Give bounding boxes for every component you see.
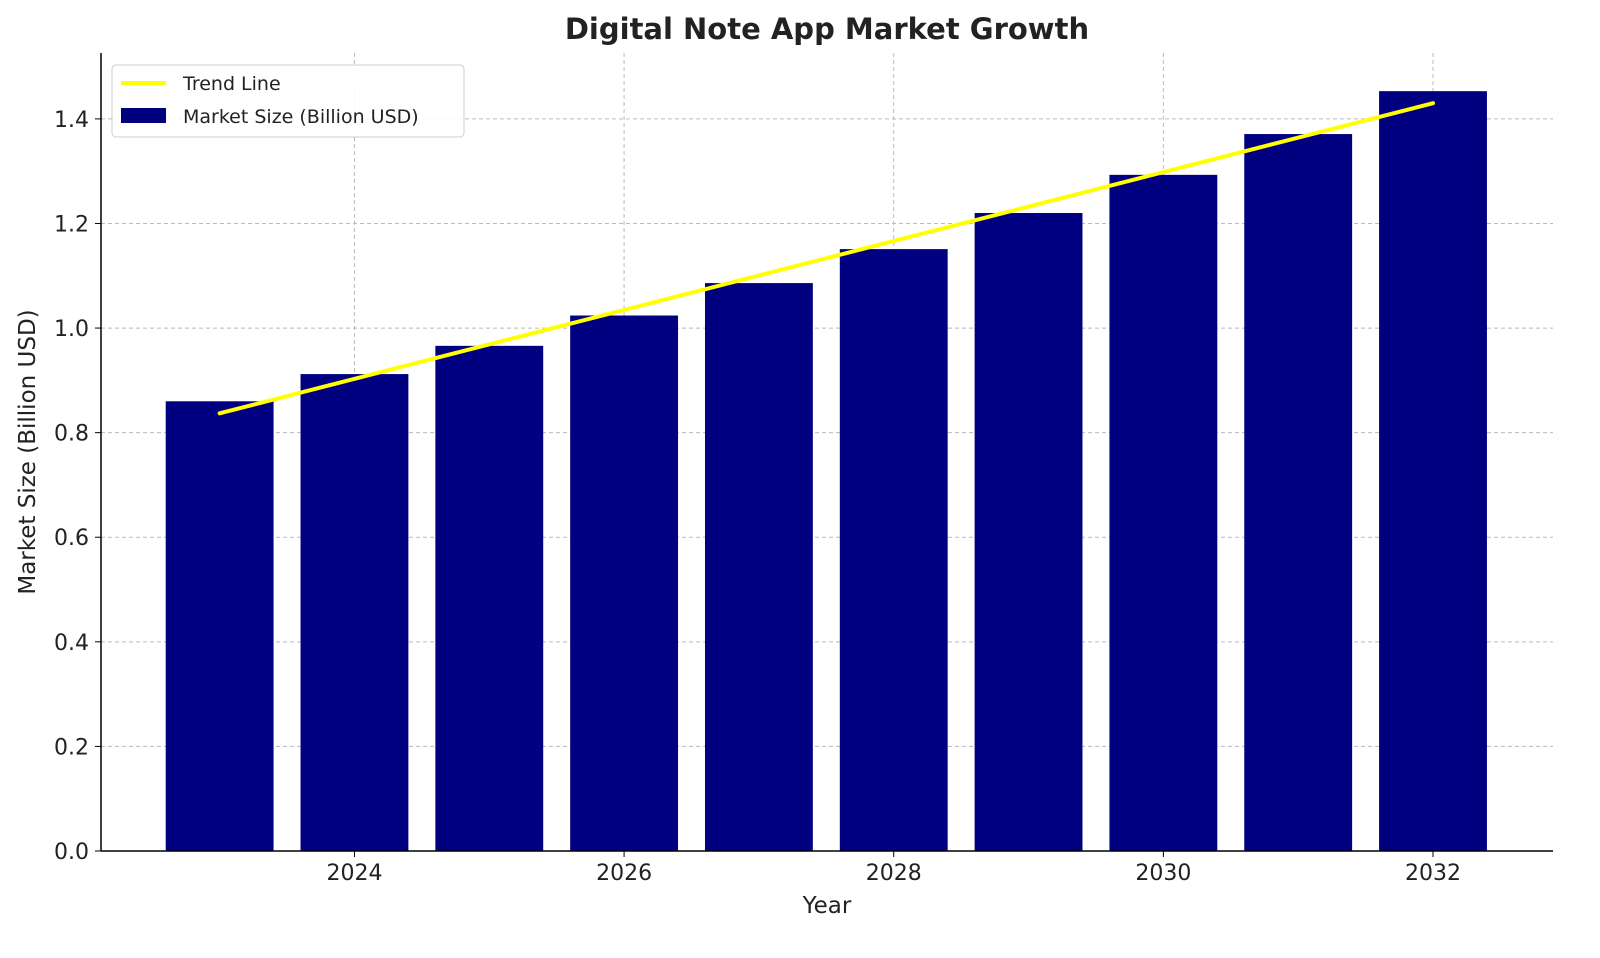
chart-title: Digital Note App Market Growth (565, 12, 1089, 46)
trend-line-group (217, 101, 1436, 416)
legend-label-bars: Market Size (Billion USD) (183, 106, 419, 128)
y-tick-label: 1.0 (54, 317, 89, 342)
axes: 2024 2026 2028 2030 2032 0.0 0.2 0.4 0.6 0.8 1.0 1.… (54, 53, 1553, 886)
y-tick-label: 0.0 (54, 840, 89, 865)
y-tick-label: 0.4 (54, 631, 89, 656)
bar-2024 (300, 374, 409, 851)
y-tick-label: 1.4 (54, 108, 89, 133)
x-axis-label: Year (802, 893, 852, 919)
bar-2025 (435, 345, 544, 851)
x-tick-label: 2032 (1405, 861, 1461, 886)
trend-line (217, 101, 1436, 416)
x-tick-label: 2028 (866, 861, 922, 886)
y-tick-label: 0.6 (54, 526, 89, 551)
x-tick-label: 2026 (596, 861, 652, 886)
x-tick-label: 2024 (326, 861, 382, 886)
bar-2026 (570, 315, 679, 851)
bars (165, 91, 1487, 852)
bar-2029 (974, 213, 1083, 852)
y-tick-label: 0.2 (54, 735, 89, 760)
bar-2032 (1379, 91, 1487, 851)
bar-2028 (839, 249, 948, 851)
y-axis-label: Market Size (Billion USD) (15, 309, 41, 594)
legend-swatch-bars (121, 108, 166, 123)
legend-label-trend: Trend Line (182, 73, 281, 95)
bar-2023 (165, 401, 274, 851)
y-tick-label: 0.8 (54, 422, 89, 447)
x-tick-label: 2030 (1135, 861, 1191, 886)
legend: Trend Line Market Size (Billion USD) (111, 64, 465, 138)
bar-2031 (1244, 134, 1353, 851)
y-tick-label: 1.2 (54, 212, 89, 237)
bar-2030 (1109, 174, 1218, 851)
legend-frame (111, 64, 465, 138)
bar-2027 (704, 283, 813, 851)
